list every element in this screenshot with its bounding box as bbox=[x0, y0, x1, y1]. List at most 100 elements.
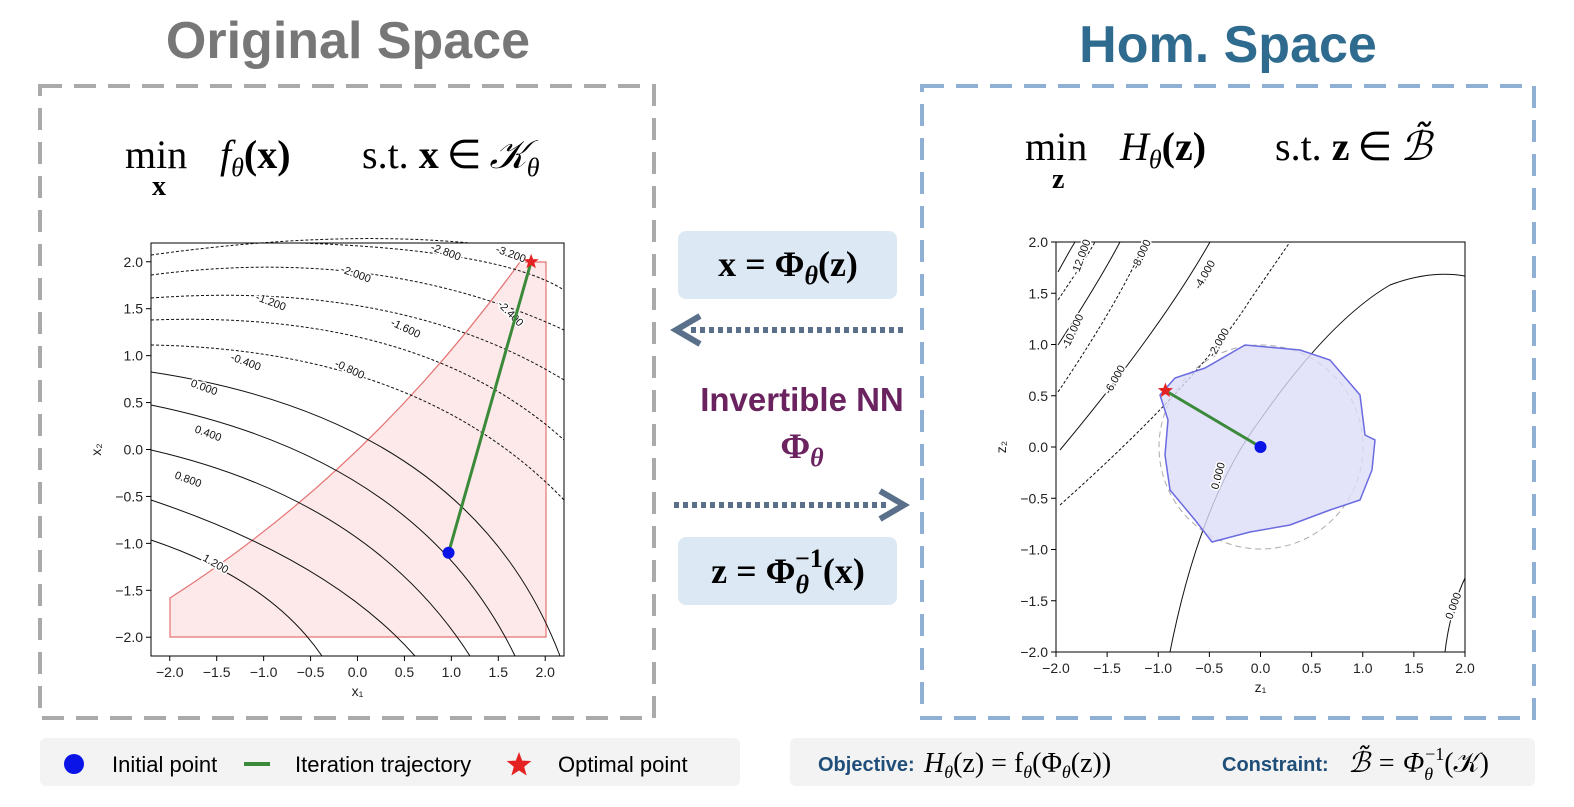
contour-label: 0.800 bbox=[173, 470, 203, 491]
var: x bbox=[419, 132, 439, 177]
feasible-region bbox=[1159, 344, 1376, 543]
x-tick-label: 1.5 bbox=[1404, 660, 1424, 676]
trajectory bbox=[1164, 389, 1262, 449]
objective: fθ(x) bbox=[220, 132, 291, 182]
x-tick-label: 2.0 bbox=[1455, 660, 1475, 676]
sub: θ bbox=[1062, 762, 1071, 782]
right-panel bbox=[920, 84, 1536, 720]
contour-label: -8.000 bbox=[1130, 238, 1154, 271]
y-tick-label: 0.0 bbox=[124, 442, 144, 458]
definitions bbox=[790, 738, 1535, 786]
sub: θ bbox=[1424, 764, 1433, 784]
contour-label: -3.200 bbox=[494, 244, 527, 266]
nn-symbol: Φθ bbox=[780, 426, 824, 472]
x-tick-label: 1.5 bbox=[489, 664, 509, 680]
y-tick-label: 0.0 bbox=[1029, 439, 1049, 455]
arg: (z) bbox=[1162, 124, 1206, 169]
arg: (x) bbox=[244, 132, 291, 177]
y-tick-label: −0.5 bbox=[1020, 490, 1048, 506]
y-tick-label: −2.0 bbox=[115, 629, 143, 645]
x-tick-label: −1.5 bbox=[1093, 660, 1121, 676]
t: (z)) bbox=[1071, 748, 1111, 779]
min-var: x bbox=[152, 171, 166, 202]
legend-label: Initial point bbox=[112, 752, 217, 777]
contours bbox=[150, 238, 565, 657]
constraint-label: Constraint: bbox=[1222, 754, 1329, 776]
y-tick-label: −0.5 bbox=[115, 488, 143, 504]
x-tick-label: −1.0 bbox=[250, 664, 278, 680]
arg: (x) bbox=[823, 551, 865, 591]
x-tick-label: −0.5 bbox=[1196, 660, 1224, 676]
initial-point bbox=[1254, 441, 1267, 453]
trajectory bbox=[447, 261, 533, 554]
constraint-def: ℬ̃ = Φθ−1(𝒦) bbox=[1348, 744, 1489, 784]
contour-label: -4.000 bbox=[1192, 258, 1218, 291]
sub: θ bbox=[804, 261, 818, 290]
y-tick-label: −1.0 bbox=[1020, 542, 1048, 558]
phi: Φ bbox=[780, 426, 810, 466]
objective: Hθ(z) bbox=[1119, 124, 1206, 174]
y-tick-label: 2.0 bbox=[1029, 234, 1049, 250]
legend-label: Iteration trajectory bbox=[295, 752, 471, 777]
initial-point bbox=[442, 546, 455, 559]
sub: θ bbox=[796, 570, 810, 599]
y-tick-label: −1.5 bbox=[115, 582, 143, 598]
y-tick-label: 1.5 bbox=[1029, 285, 1049, 301]
arg: (z) bbox=[818, 244, 858, 284]
x-tick-label: −1.0 bbox=[1144, 660, 1172, 676]
contour-label: -0.800 bbox=[333, 358, 366, 382]
constraint: s.t. z ∈ ℬ̃ bbox=[1275, 121, 1434, 169]
legend-star bbox=[506, 752, 532, 776]
optimal-point bbox=[1157, 382, 1173, 398]
x-tick-label: −1.5 bbox=[203, 664, 231, 680]
x-tick-label: 1.0 bbox=[442, 664, 462, 680]
t: (Φ bbox=[1032, 748, 1062, 779]
x-tick-label: 0.0 bbox=[348, 664, 368, 680]
sub: θ bbox=[527, 153, 540, 182]
min: min bbox=[1025, 124, 1087, 169]
left-panel bbox=[38, 84, 656, 720]
x-tick-label: 0.5 bbox=[1302, 660, 1322, 676]
feasible-region bbox=[169, 261, 547, 638]
x-tick-label: 0.0 bbox=[1251, 660, 1271, 676]
sub: θ bbox=[944, 762, 953, 782]
x-axis-label: x₁ bbox=[352, 683, 364, 699]
y-axis-label: x₂ bbox=[88, 443, 104, 455]
x-tick-label: 1.0 bbox=[1353, 660, 1373, 676]
lhs: z = Φ bbox=[711, 551, 795, 591]
contour-label: 0.000 bbox=[1444, 591, 1465, 621]
right-title: Hom. Space bbox=[1079, 16, 1377, 74]
contour-label: -2.000 bbox=[339, 264, 372, 286]
x-tick-label: 0.5 bbox=[395, 664, 415, 680]
x-tick-label: −2.0 bbox=[156, 664, 184, 680]
var: z bbox=[1332, 124, 1350, 169]
t: ℬ̃ = Φ bbox=[1348, 745, 1424, 779]
t: (z) = f bbox=[953, 748, 1024, 779]
y-tick-label: 1.0 bbox=[1029, 337, 1049, 353]
set: ℬ̃ bbox=[1400, 121, 1434, 169]
x-tick-label: −0.5 bbox=[297, 664, 325, 680]
x-tick-label: 2.0 bbox=[535, 664, 555, 680]
optimal-point bbox=[523, 253, 539, 269]
forward-box bbox=[678, 231, 897, 299]
left-title: Original Space bbox=[166, 12, 530, 70]
arrow-head bbox=[670, 313, 702, 347]
contour-label: -10.000 bbox=[1060, 312, 1087, 351]
contour-label: -2.800 bbox=[429, 242, 462, 264]
forward-map: x = Φθ(z) bbox=[718, 244, 858, 290]
st: s.t. bbox=[362, 132, 409, 177]
inverse-box bbox=[678, 537, 897, 605]
y-tick-label: 0.5 bbox=[124, 395, 144, 411]
inverse-map: z = Φθ−1(x) bbox=[711, 544, 865, 599]
y-tick-label: 2.0 bbox=[124, 254, 144, 270]
objective-def: Hθ(z) = fθ(Φθ(z)) bbox=[923, 748, 1111, 782]
constraint: s.t. x ∈ 𝒦θ bbox=[362, 132, 540, 182]
legend bbox=[40, 738, 740, 786]
in: ∈ bbox=[1357, 124, 1392, 169]
sub: θ bbox=[810, 443, 824, 472]
contour-label: -1.200 bbox=[254, 292, 287, 314]
in: ∈ bbox=[447, 132, 482, 177]
contour-label: -6.000 bbox=[1102, 363, 1128, 396]
y-tick-label: −2.0 bbox=[1020, 644, 1048, 660]
